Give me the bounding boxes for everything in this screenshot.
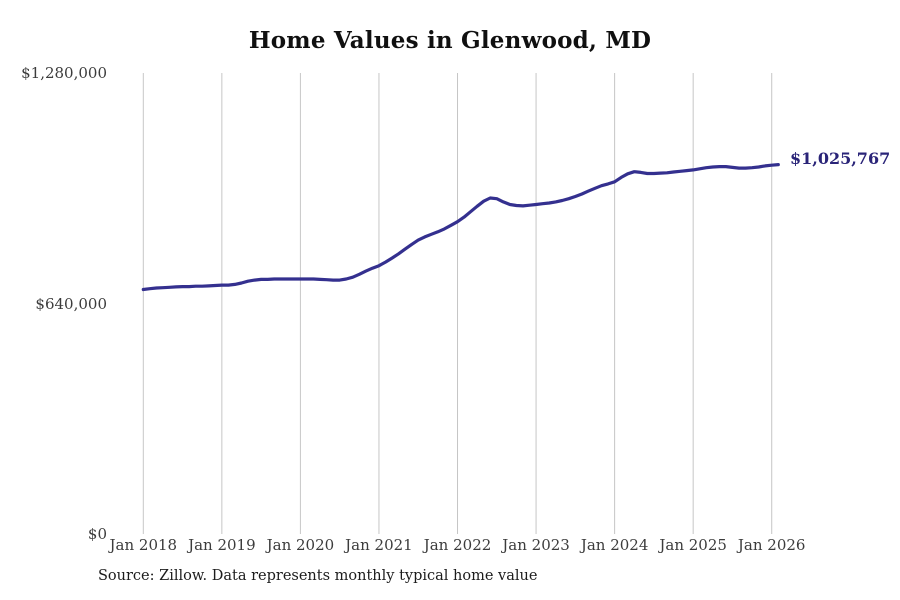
x-tick-label: Jan 2021 <box>345 536 413 554</box>
source-note: Source: Zillow. Data represents monthly … <box>98 568 538 584</box>
x-tick-label: Jan 2020 <box>266 536 335 554</box>
x-tick-label: Jan 2022 <box>423 536 492 554</box>
x-tick-label: Jan 2026 <box>737 536 806 554</box>
gridline-group <box>142 73 773 534</box>
chart-title: Home Values in Glenwood, MD <box>248 27 652 54</box>
y-tick-label: $0 <box>87 525 107 543</box>
x-tick-label: Jan 2023 <box>502 536 570 554</box>
y-tick-label: $640,000 <box>35 294 107 313</box>
x-tick-label: Jan 2024 <box>580 536 649 554</box>
x-tick-label: Jan 2019 <box>188 536 256 554</box>
home-value-line <box>141 163 780 292</box>
y-tick-label: $1,280,000 <box>21 64 107 82</box>
x-tick-label: Jan 2018 <box>109 536 178 554</box>
latest-value-label: $1,025,767 <box>790 149 891 168</box>
x-tick-label: Jan 2025 <box>659 536 727 554</box>
